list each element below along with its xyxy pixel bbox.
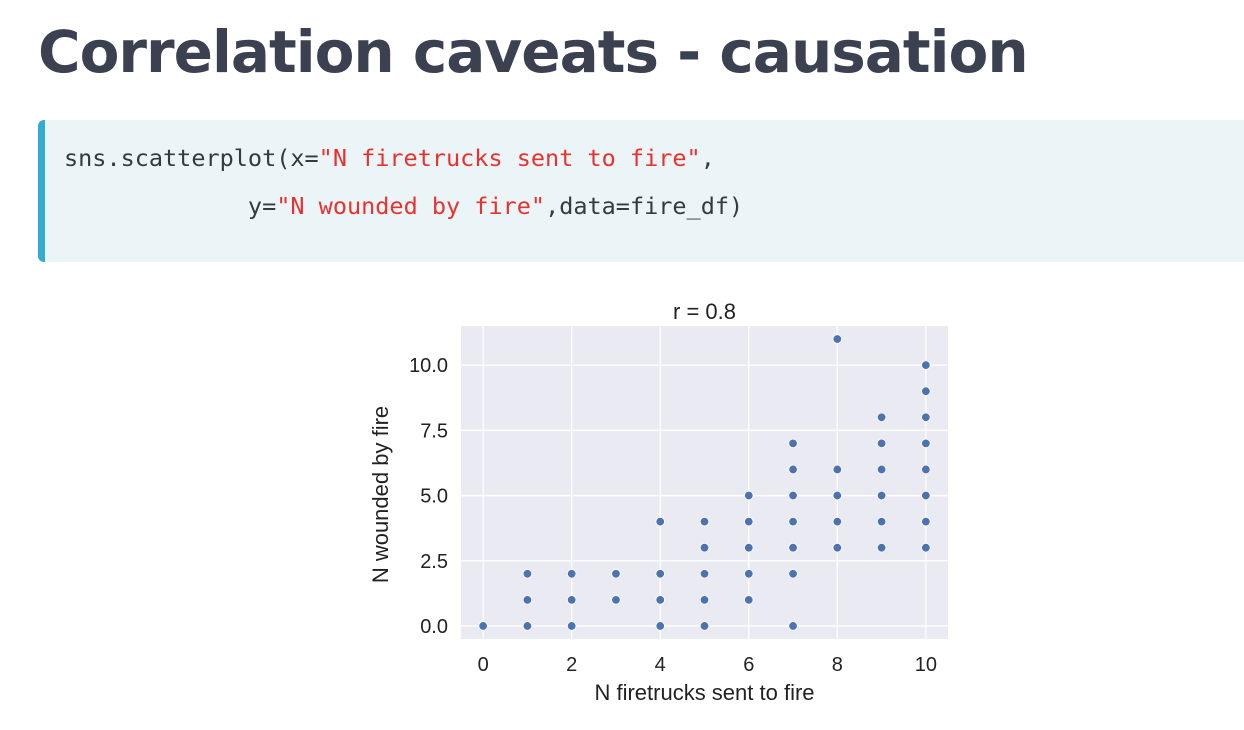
data-point bbox=[921, 412, 931, 422]
code-string: "N wounded by fire" bbox=[276, 192, 546, 220]
x-tick-label: 4 bbox=[655, 654, 666, 676]
data-point bbox=[566, 595, 577, 605]
data-point bbox=[921, 386, 931, 396]
x-axis-label: N firetrucks sent to fire bbox=[594, 680, 814, 705]
y-tick-label: 0.0 bbox=[420, 616, 448, 638]
data-point bbox=[788, 438, 798, 449]
data-point bbox=[832, 334, 843, 344]
data-point bbox=[522, 595, 533, 605]
data-point bbox=[655, 595, 665, 605]
data-point bbox=[832, 490, 843, 501]
data-point bbox=[876, 412, 887, 422]
data-point bbox=[478, 621, 488, 631]
data-point bbox=[611, 595, 621, 605]
slide-title: Correlation caveats - causation bbox=[38, 18, 1029, 86]
data-point bbox=[744, 569, 754, 579]
data-point bbox=[699, 569, 710, 579]
data-point bbox=[876, 438, 887, 449]
code-line-1: sns.scatterplot(x="N firetrucks sent to … bbox=[64, 144, 715, 172]
data-point bbox=[788, 621, 798, 631]
data-point bbox=[699, 621, 710, 631]
data-point bbox=[921, 516, 931, 527]
y-axis-label: N wounded by fire bbox=[368, 406, 393, 583]
data-point bbox=[788, 490, 798, 501]
x-tick-labels: 0 2 4 6 8 10 bbox=[478, 654, 937, 676]
data-point bbox=[655, 516, 665, 527]
data-point bbox=[876, 464, 887, 475]
data-point bbox=[655, 569, 665, 579]
data-point bbox=[699, 543, 710, 553]
data-point bbox=[832, 516, 843, 527]
data-point bbox=[744, 543, 754, 553]
data-point bbox=[566, 569, 577, 579]
data-point bbox=[921, 490, 931, 501]
data-point bbox=[921, 438, 931, 449]
data-point bbox=[876, 516, 887, 527]
data-point bbox=[744, 516, 754, 527]
data-point bbox=[522, 621, 533, 631]
y-tick-label: 7.5 bbox=[420, 420, 448, 442]
y-tick-label: 2.5 bbox=[420, 551, 448, 573]
data-point bbox=[921, 360, 931, 370]
data-point bbox=[788, 516, 798, 527]
data-point bbox=[921, 543, 931, 553]
data-point bbox=[655, 621, 665, 631]
code-line-2: y="N wounded by fire",data=fire_df) bbox=[64, 192, 743, 220]
y-tick-label: 5.0 bbox=[420, 486, 448, 508]
x-tick-label: 0 bbox=[478, 654, 489, 676]
data-point bbox=[788, 543, 798, 553]
data-point bbox=[744, 595, 754, 605]
data-point bbox=[788, 464, 798, 475]
data-point bbox=[699, 595, 710, 605]
data-point bbox=[699, 516, 710, 527]
code-text: ,data=fire_df) bbox=[545, 192, 744, 220]
chart-title: r = 0.8 bbox=[673, 299, 736, 324]
y-tick-label: 10.0 bbox=[409, 355, 448, 377]
data-point bbox=[876, 543, 887, 553]
data-point bbox=[522, 569, 533, 579]
y-tick-labels: 0.0 2.5 5.0 7.5 10.0 bbox=[409, 355, 448, 638]
data-points bbox=[478, 334, 931, 631]
code-text: , bbox=[700, 144, 715, 172]
data-point bbox=[832, 543, 843, 553]
x-tick-label: 2 bbox=[566, 654, 577, 676]
data-point bbox=[876, 490, 887, 501]
data-point bbox=[921, 464, 931, 475]
plot-area bbox=[461, 326, 948, 639]
x-tick-label: 6 bbox=[743, 654, 754, 676]
code-string: "N firetrucks sent to fire" bbox=[318, 144, 701, 172]
data-point bbox=[611, 569, 621, 579]
data-point bbox=[566, 621, 577, 631]
x-tick-label: 10 bbox=[915, 654, 937, 676]
code-text: y= bbox=[64, 192, 277, 220]
data-point bbox=[744, 490, 754, 501]
x-tick-label: 8 bbox=[832, 654, 843, 676]
code-text: sns.scatterplot(x= bbox=[64, 144, 319, 172]
code-block: sns.scatterplot(x="N firetrucks sent to … bbox=[38, 120, 1244, 262]
data-point bbox=[788, 569, 798, 579]
data-point bbox=[832, 464, 843, 475]
